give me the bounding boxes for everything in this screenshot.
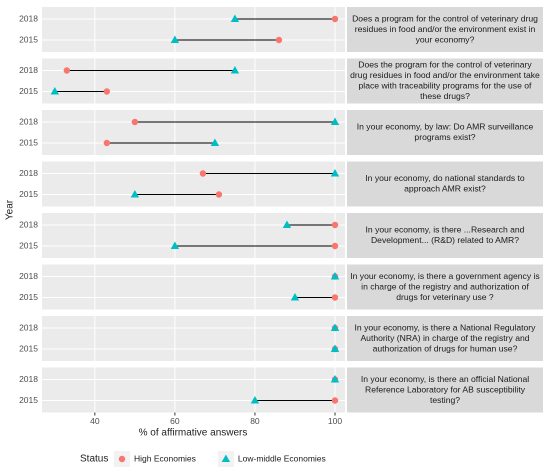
strip-label: programs exist? [414, 132, 475, 142]
y-tick-label: 2015 [19, 292, 38, 302]
triangle-point [170, 35, 180, 43]
strip-background [347, 58, 543, 104]
strip-label: Authority (NRA) in charge of the registr… [360, 333, 529, 343]
strip-label: these drugs? [420, 91, 470, 101]
circle-point [103, 88, 111, 95]
y-tick-label: 2015 [19, 86, 38, 96]
panel-background [42, 110, 345, 155]
strip-background [347, 367, 543, 413]
circle-point [199, 170, 207, 177]
y-tick-label: 2018 [19, 219, 38, 229]
x-tick-label: 80 [250, 416, 260, 426]
circle-point [131, 118, 139, 126]
panel-background [42, 7, 345, 52]
strip-label: In your economy, by law: Do AMR surveill… [357, 122, 534, 132]
circle-point [331, 242, 339, 250]
y-tick-label: 2015 [19, 189, 38, 199]
y-tick-label: 2018 [19, 374, 38, 384]
triangle-point [221, 454, 231, 462]
triangle-point [130, 190, 140, 198]
strip-background [347, 161, 543, 207]
y-tick-label: 2018 [19, 65, 38, 75]
triangle-point [230, 66, 240, 74]
strip-label: authorization of drugs for human use? [373, 343, 518, 353]
strip-background [347, 264, 543, 310]
y-tick-label: 2018 [19, 322, 38, 332]
triangle-point [330, 323, 340, 331]
circle-point [63, 67, 71, 74]
panel-background [42, 367, 345, 413]
triangle-point [210, 138, 220, 146]
strip-label: your economy? [416, 34, 475, 44]
circle-point [331, 294, 339, 301]
x-axis-label: % of affirmative answers [139, 428, 248, 439]
legend-title: Status [80, 454, 108, 465]
strip-label: In your economy, is there a government a… [350, 271, 539, 281]
strip-label: Reference Laboratory for AB susceptibili… [365, 384, 526, 394]
y-tick-label: 2018 [19, 13, 38, 23]
strip-background [347, 213, 543, 258]
y-tick-label: 2015 [19, 240, 38, 250]
triangle-point [330, 344, 340, 352]
triangle-point [230, 14, 240, 22]
strip-label: In your economy, do national standards t… [365, 173, 525, 183]
strip-label: residues in food and/or the environment … [355, 24, 536, 34]
panel-background [42, 58, 345, 104]
triangle-point [282, 220, 292, 228]
legend-label: High Economies [134, 453, 196, 463]
x-tick-label: 100 [328, 416, 342, 426]
y-axis-label: Year [5, 199, 16, 220]
panel-background [42, 213, 345, 258]
strip-label: Development... (R&D) related to AMR? [371, 235, 519, 245]
circle-point [331, 221, 339, 229]
y-tick-label: 2015 [19, 395, 38, 405]
panel-background [42, 264, 345, 310]
circle-point [331, 15, 339, 23]
circle-point [215, 191, 223, 198]
strip-label: in charge of the registry and authorizat… [361, 281, 529, 291]
strip-label: Does the program for the control of vete… [358, 60, 532, 70]
strip-background [347, 110, 543, 155]
x-tick-label: 60 [170, 416, 180, 426]
strip-background [347, 316, 543, 361]
triangle-point [250, 396, 260, 404]
strip-label: testing? [430, 395, 460, 405]
strip-label: Does a program for the control of veteri… [352, 13, 538, 23]
triangle-point [170, 241, 180, 249]
circle-point [331, 397, 339, 404]
y-tick-label: 2018 [19, 116, 38, 126]
circle-point [275, 36, 283, 44]
y-tick-label: 2015 [19, 34, 38, 44]
circle-point [118, 455, 126, 463]
triangle-point [330, 117, 340, 125]
strip-label: In your economy, is there a National Reg… [355, 322, 537, 332]
triangle-point [330, 169, 340, 177]
panel-background [42, 316, 345, 361]
panel-background [42, 161, 345, 207]
triangle-point [290, 293, 300, 301]
y-tick-label: 2015 [19, 343, 38, 353]
triangle-point [50, 87, 60, 95]
y-tick-label: 2015 [19, 137, 38, 147]
strip-background [347, 7, 543, 52]
legend-label: Low-middle Economies [238, 453, 326, 463]
strip-label: In your economy, is there an official Na… [361, 374, 529, 384]
y-tick-label: 2018 [19, 168, 38, 178]
x-tick-label: 40 [90, 416, 100, 426]
circle-point [103, 139, 111, 147]
strip-label: approach AMR exist? [404, 184, 486, 194]
strip-label: place with traceability programs for the… [359, 81, 533, 91]
triangle-point [330, 375, 340, 383]
y-tick-label: 2018 [19, 271, 38, 281]
strip-label: In your economy, is there ...Research an… [366, 225, 525, 235]
strip-label: drugs for veterinary use ? [396, 292, 494, 302]
triangle-point [330, 272, 340, 280]
strip-label: drug residues in food and/or the environ… [350, 70, 540, 80]
